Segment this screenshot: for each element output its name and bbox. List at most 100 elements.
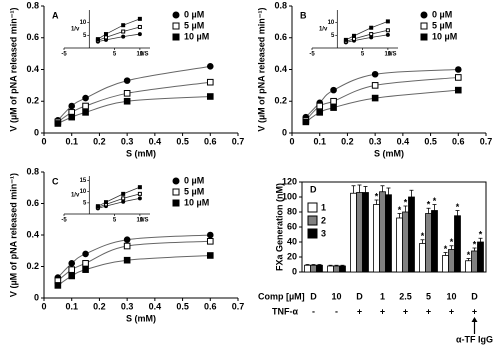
inset-x-label: 1/S [139,218,148,224]
inset-y-label: 1/v [71,27,80,33]
significance-mark: * [433,196,437,206]
legend-swatch [307,228,318,239]
data-point [316,102,324,110]
bar [442,255,449,273]
significance-mark: * [456,202,460,212]
data-point [330,97,337,105]
significance-mark: * [467,250,471,260]
y-tick-label: 0.2 [26,96,39,106]
x-tick-label: D [471,291,478,301]
y-tick-label: 0.2 [274,96,287,106]
x-tick-label: 0 [41,301,46,311]
legend-label: 10 µM [432,31,457,41]
inset-x-tick-label: 10 [385,52,392,58]
data-point [82,260,89,267]
x-tick-label: 0.6 [452,136,465,146]
x-tick-label: 0.6 [204,136,217,146]
inset-x-tick-label: 5 [113,218,117,224]
data-point [68,113,76,121]
x-tick-label: 0.3 [121,301,134,311]
inset-y-tick-label: 5 [83,200,87,206]
data-point [206,93,214,100]
row-value: + [449,306,454,316]
bar [408,196,415,273]
panel-label: C [52,176,59,186]
fit-curve [305,76,459,121]
y-tick-label: 0 [292,266,297,276]
bar [350,192,357,273]
inset-y-tick-label: 10 [80,189,87,195]
inset-point [121,191,126,196]
data-point [123,256,131,264]
inset-point [103,200,108,205]
data-point [123,77,131,84]
significance-mark: * [473,239,477,249]
x-tick-label: 0.1 [65,136,78,146]
inset-x-tick-label: -5 [61,218,67,224]
y-axis-label: V (µM of pNA released min⁻¹) [8,173,18,297]
inset-line [97,193,140,208]
data-point [206,252,214,259]
data-point [371,70,379,78]
inset-x-tick-label: 10 [137,218,144,224]
bar [385,194,392,273]
legend-label: 10 µM [184,197,209,207]
legend-label: 5 µM [432,20,452,30]
y-tick-label: 0.8 [26,0,39,10]
bar [356,192,363,273]
inset-line [345,29,388,42]
data-point [454,86,462,94]
y-tick-label: 20 [287,251,297,261]
inset-point [137,16,142,21]
x-tick-label: 2.5 [399,291,412,301]
y-tick-label: 0 [282,127,287,137]
inset-y-tick-label: 5 [331,33,335,39]
inset-point [385,19,390,24]
y-tick-label: 80 [287,206,297,216]
bar [431,210,438,273]
row-value: + [380,306,385,316]
x-tick-label: 1 [380,291,385,301]
bar [327,265,334,273]
inset-y-tick-label: 15 [80,178,87,184]
significance-mark: * [398,205,402,215]
legend-marker [420,22,428,30]
legend-marker [172,33,180,41]
fit-curve [305,89,459,123]
y-tick-label: 0.8 [26,166,39,176]
x-tick-label: 0.6 [204,301,217,311]
data-point [206,63,214,70]
panel-label: B [300,10,307,20]
inset-line [345,34,388,43]
inset-point [121,23,126,28]
inset-x-label: 1/S [387,52,396,58]
x-tick-label: 0.4 [397,136,410,146]
legend-marker [420,33,428,41]
data-point [454,66,462,73]
x-tick-label: 0.2 [341,136,354,146]
x-tick-label: 0 [289,136,294,146]
data-point [82,250,89,258]
x-tick-label: 0.7 [232,301,245,311]
legend-label: 2 [321,215,326,225]
x-tick-label: 0.1 [313,136,326,146]
data-point [82,109,89,116]
significance-mark: * [375,191,379,201]
x-tick-label: 5 [426,291,431,301]
row-value: + [403,306,408,316]
x-tick-label: D [310,291,317,301]
fit-curve [57,65,211,121]
significance-mark: * [479,230,483,240]
fit-curve [305,69,459,118]
bar [333,265,340,273]
inset-point [343,37,348,42]
y-tick-label: 0 [34,292,39,302]
inset-point [121,196,126,201]
legend-label: 5 µM [184,20,204,30]
panel-label: A [52,10,59,20]
legend-label: 1 [321,202,326,212]
bar [379,191,386,273]
inset-point [351,33,356,38]
row-label: TNF-α [272,306,298,316]
